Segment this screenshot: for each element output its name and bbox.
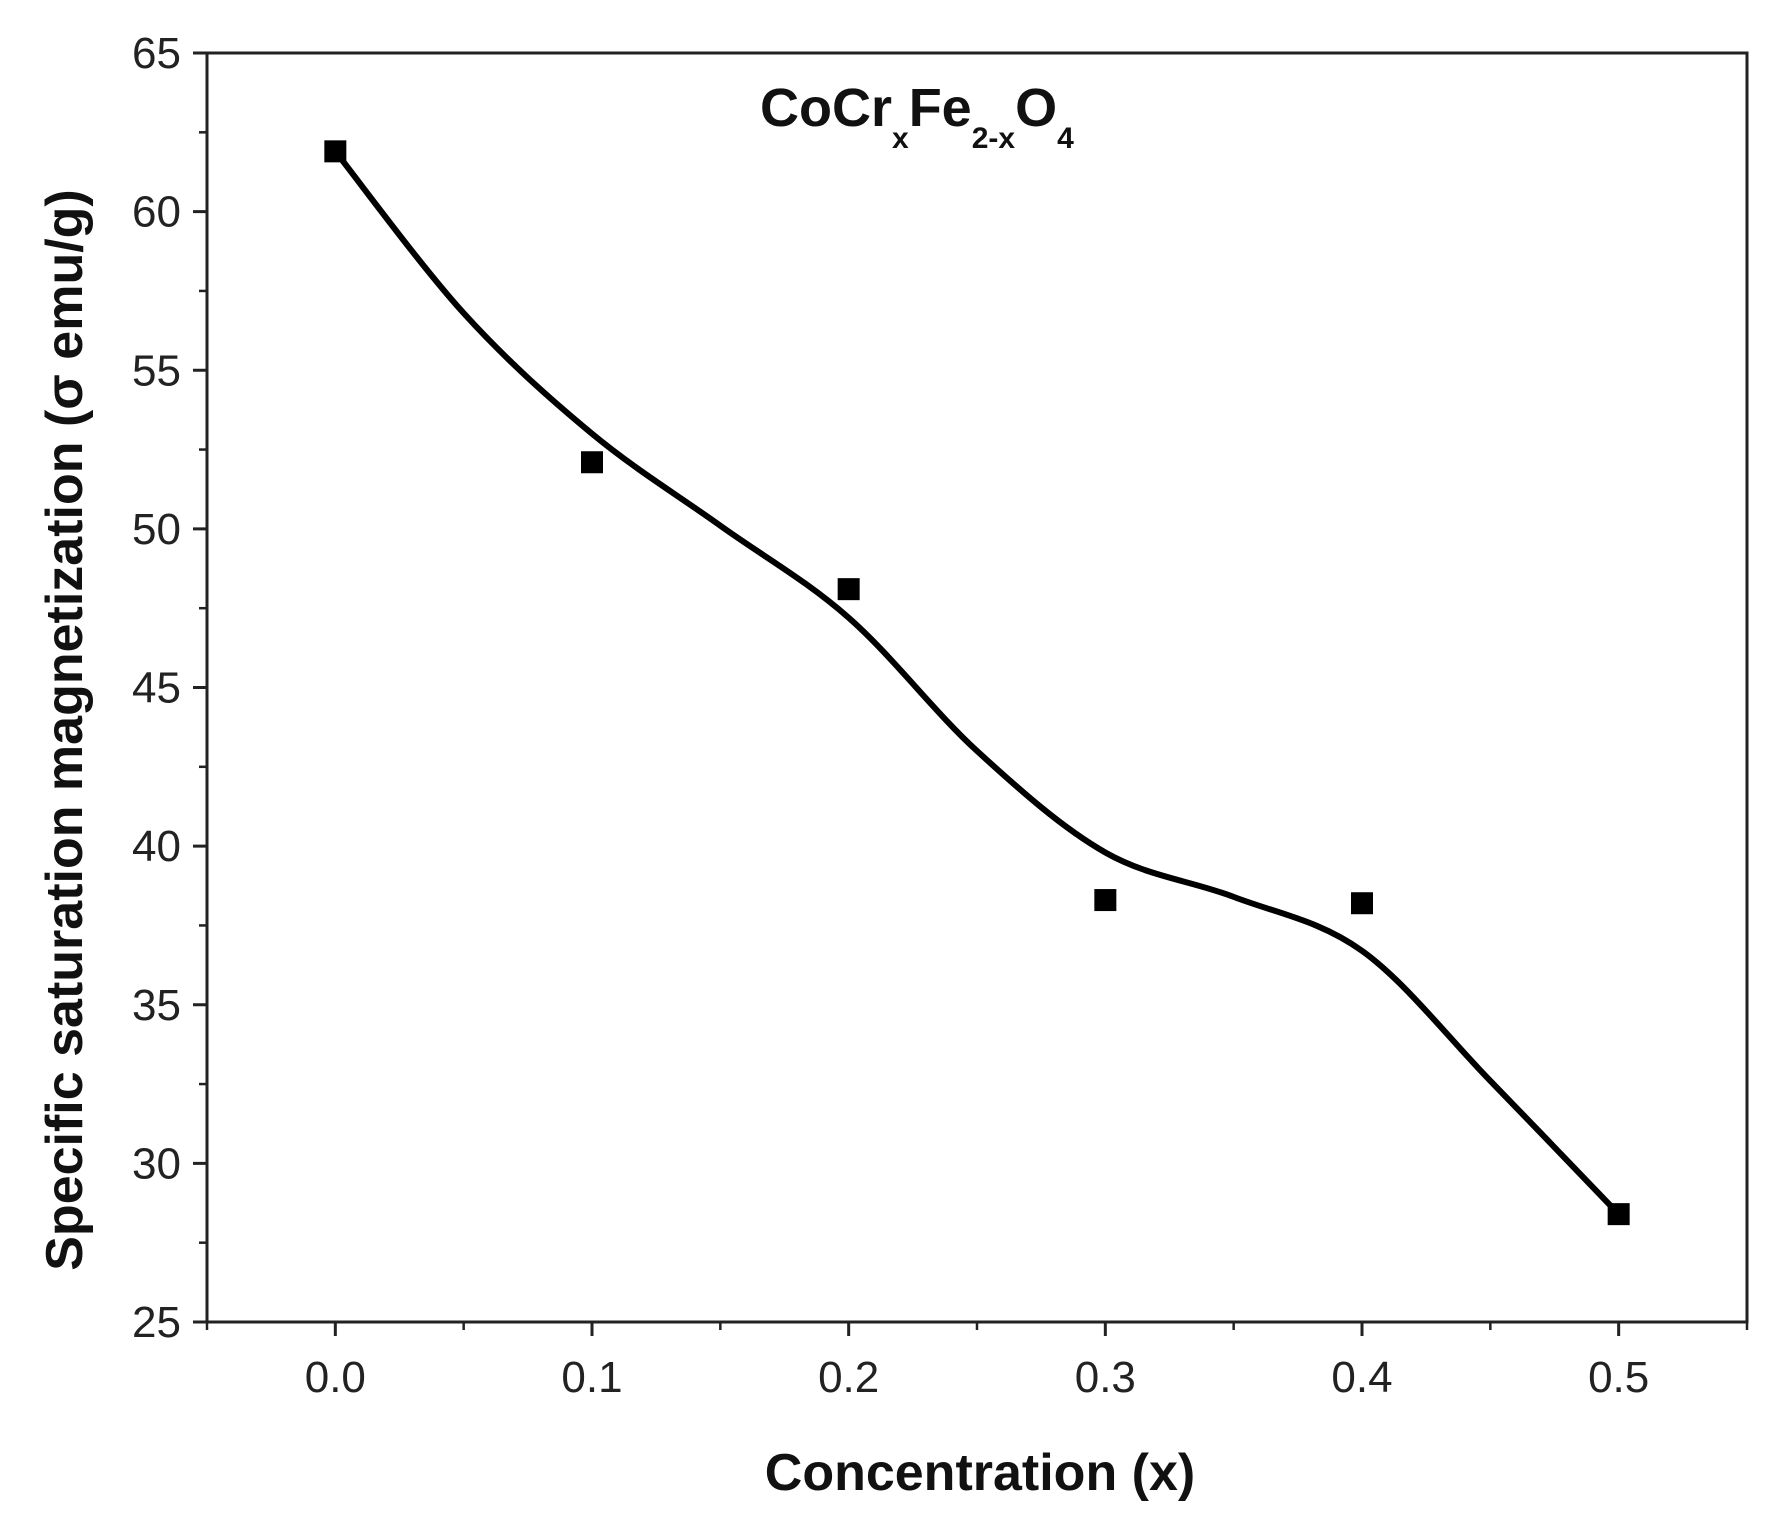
y-tick-label: 45 xyxy=(132,664,181,713)
fit-line xyxy=(332,149,1621,1217)
x-tick-label: 0.4 xyxy=(1331,1353,1392,1402)
y-tick-label: 40 xyxy=(132,822,181,871)
y-tick-label: 55 xyxy=(132,346,181,395)
title-base: CoCr xyxy=(760,78,892,138)
data-point xyxy=(1607,1203,1630,1226)
x-tick-label: 0.0 xyxy=(305,1353,366,1402)
chart-title: CoCrxFe2-xO4 xyxy=(760,78,1074,155)
y-tick-label: 50 xyxy=(132,505,181,554)
x-tick-label: 0.5 xyxy=(1588,1353,1649,1402)
y-tick-label: 60 xyxy=(132,188,181,237)
y-tick-label: 25 xyxy=(132,1298,181,1347)
data-point xyxy=(1094,889,1117,912)
data-point xyxy=(837,578,860,601)
y-tick-label: 30 xyxy=(132,1139,181,1188)
x-axis-title: Concentration (x) xyxy=(765,1444,1195,1502)
y-tick-label: 65 xyxy=(132,29,181,78)
title-mid: Fe xyxy=(909,78,972,138)
y-axis-title: Specific saturation magnetization (σ emu… xyxy=(36,189,94,1271)
data-points xyxy=(324,140,1630,1226)
title-sub1: x xyxy=(892,122,909,155)
x-tick-label: 0.3 xyxy=(1075,1353,1136,1402)
plot-frame xyxy=(205,51,1749,1324)
title-mid2: O xyxy=(1015,78,1057,138)
title-sub2: 2-x xyxy=(972,122,1016,155)
axes: 25 30 35 40 45 50 55 60 65 0.0 0.1 0.2 0.3 0.4 0.5 xyxy=(132,29,1749,1402)
title-sub3: 4 xyxy=(1057,122,1074,155)
data-point xyxy=(324,140,347,163)
fit-curve xyxy=(332,149,1621,1217)
x-tick-label: 0.1 xyxy=(561,1353,622,1402)
y-tick-label: 35 xyxy=(132,981,181,1030)
data-point xyxy=(581,451,603,474)
data-point xyxy=(1351,892,1373,915)
x-tick-label: 0.2 xyxy=(818,1353,879,1402)
